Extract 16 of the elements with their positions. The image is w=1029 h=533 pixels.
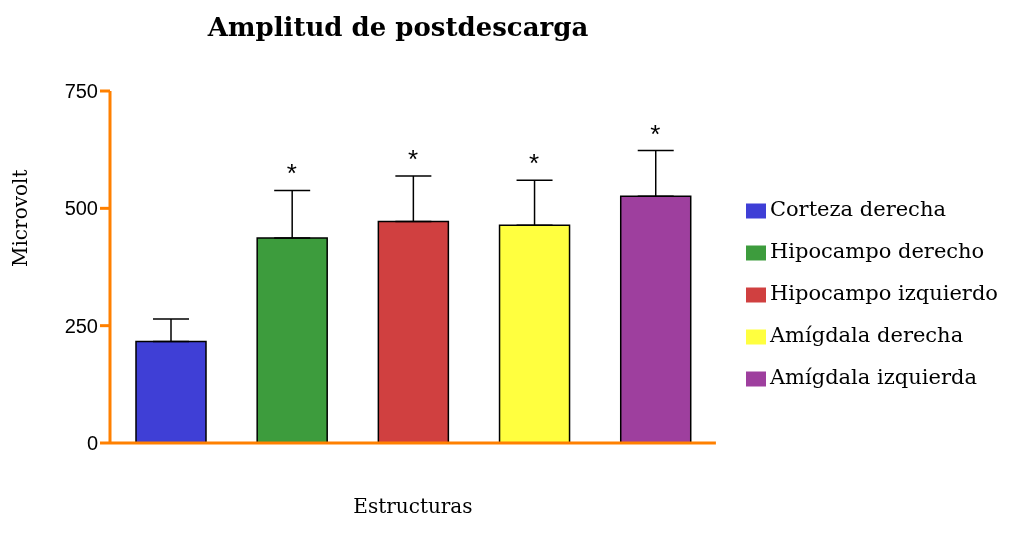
- y-axis-title: Microvolt: [8, 169, 33, 267]
- y-tick-label: 750: [64, 80, 98, 103]
- annotation: *: [529, 148, 540, 179]
- legend-label: Hipocampo derecho: [769, 239, 985, 263]
- annotation: *: [650, 118, 661, 149]
- legend-label: Corteza derecha: [769, 197, 946, 221]
- legend-label: Hipocampo izquierdo: [769, 281, 998, 305]
- y-tick-label: 250: [64, 314, 98, 337]
- legend-label: Amígdala derecha: [769, 323, 964, 347]
- legend-label: Amígdala izquierda: [769, 365, 977, 389]
- annotation: *: [286, 158, 297, 189]
- annotation: *: [407, 143, 419, 174]
- y-tick-label: 500: [64, 197, 98, 220]
- y-tick-label: 0: [86, 432, 98, 455]
- x-axis-title: Estructuras: [353, 494, 473, 518]
- chart-title: Amplitud de postdescarga: [206, 12, 590, 42]
